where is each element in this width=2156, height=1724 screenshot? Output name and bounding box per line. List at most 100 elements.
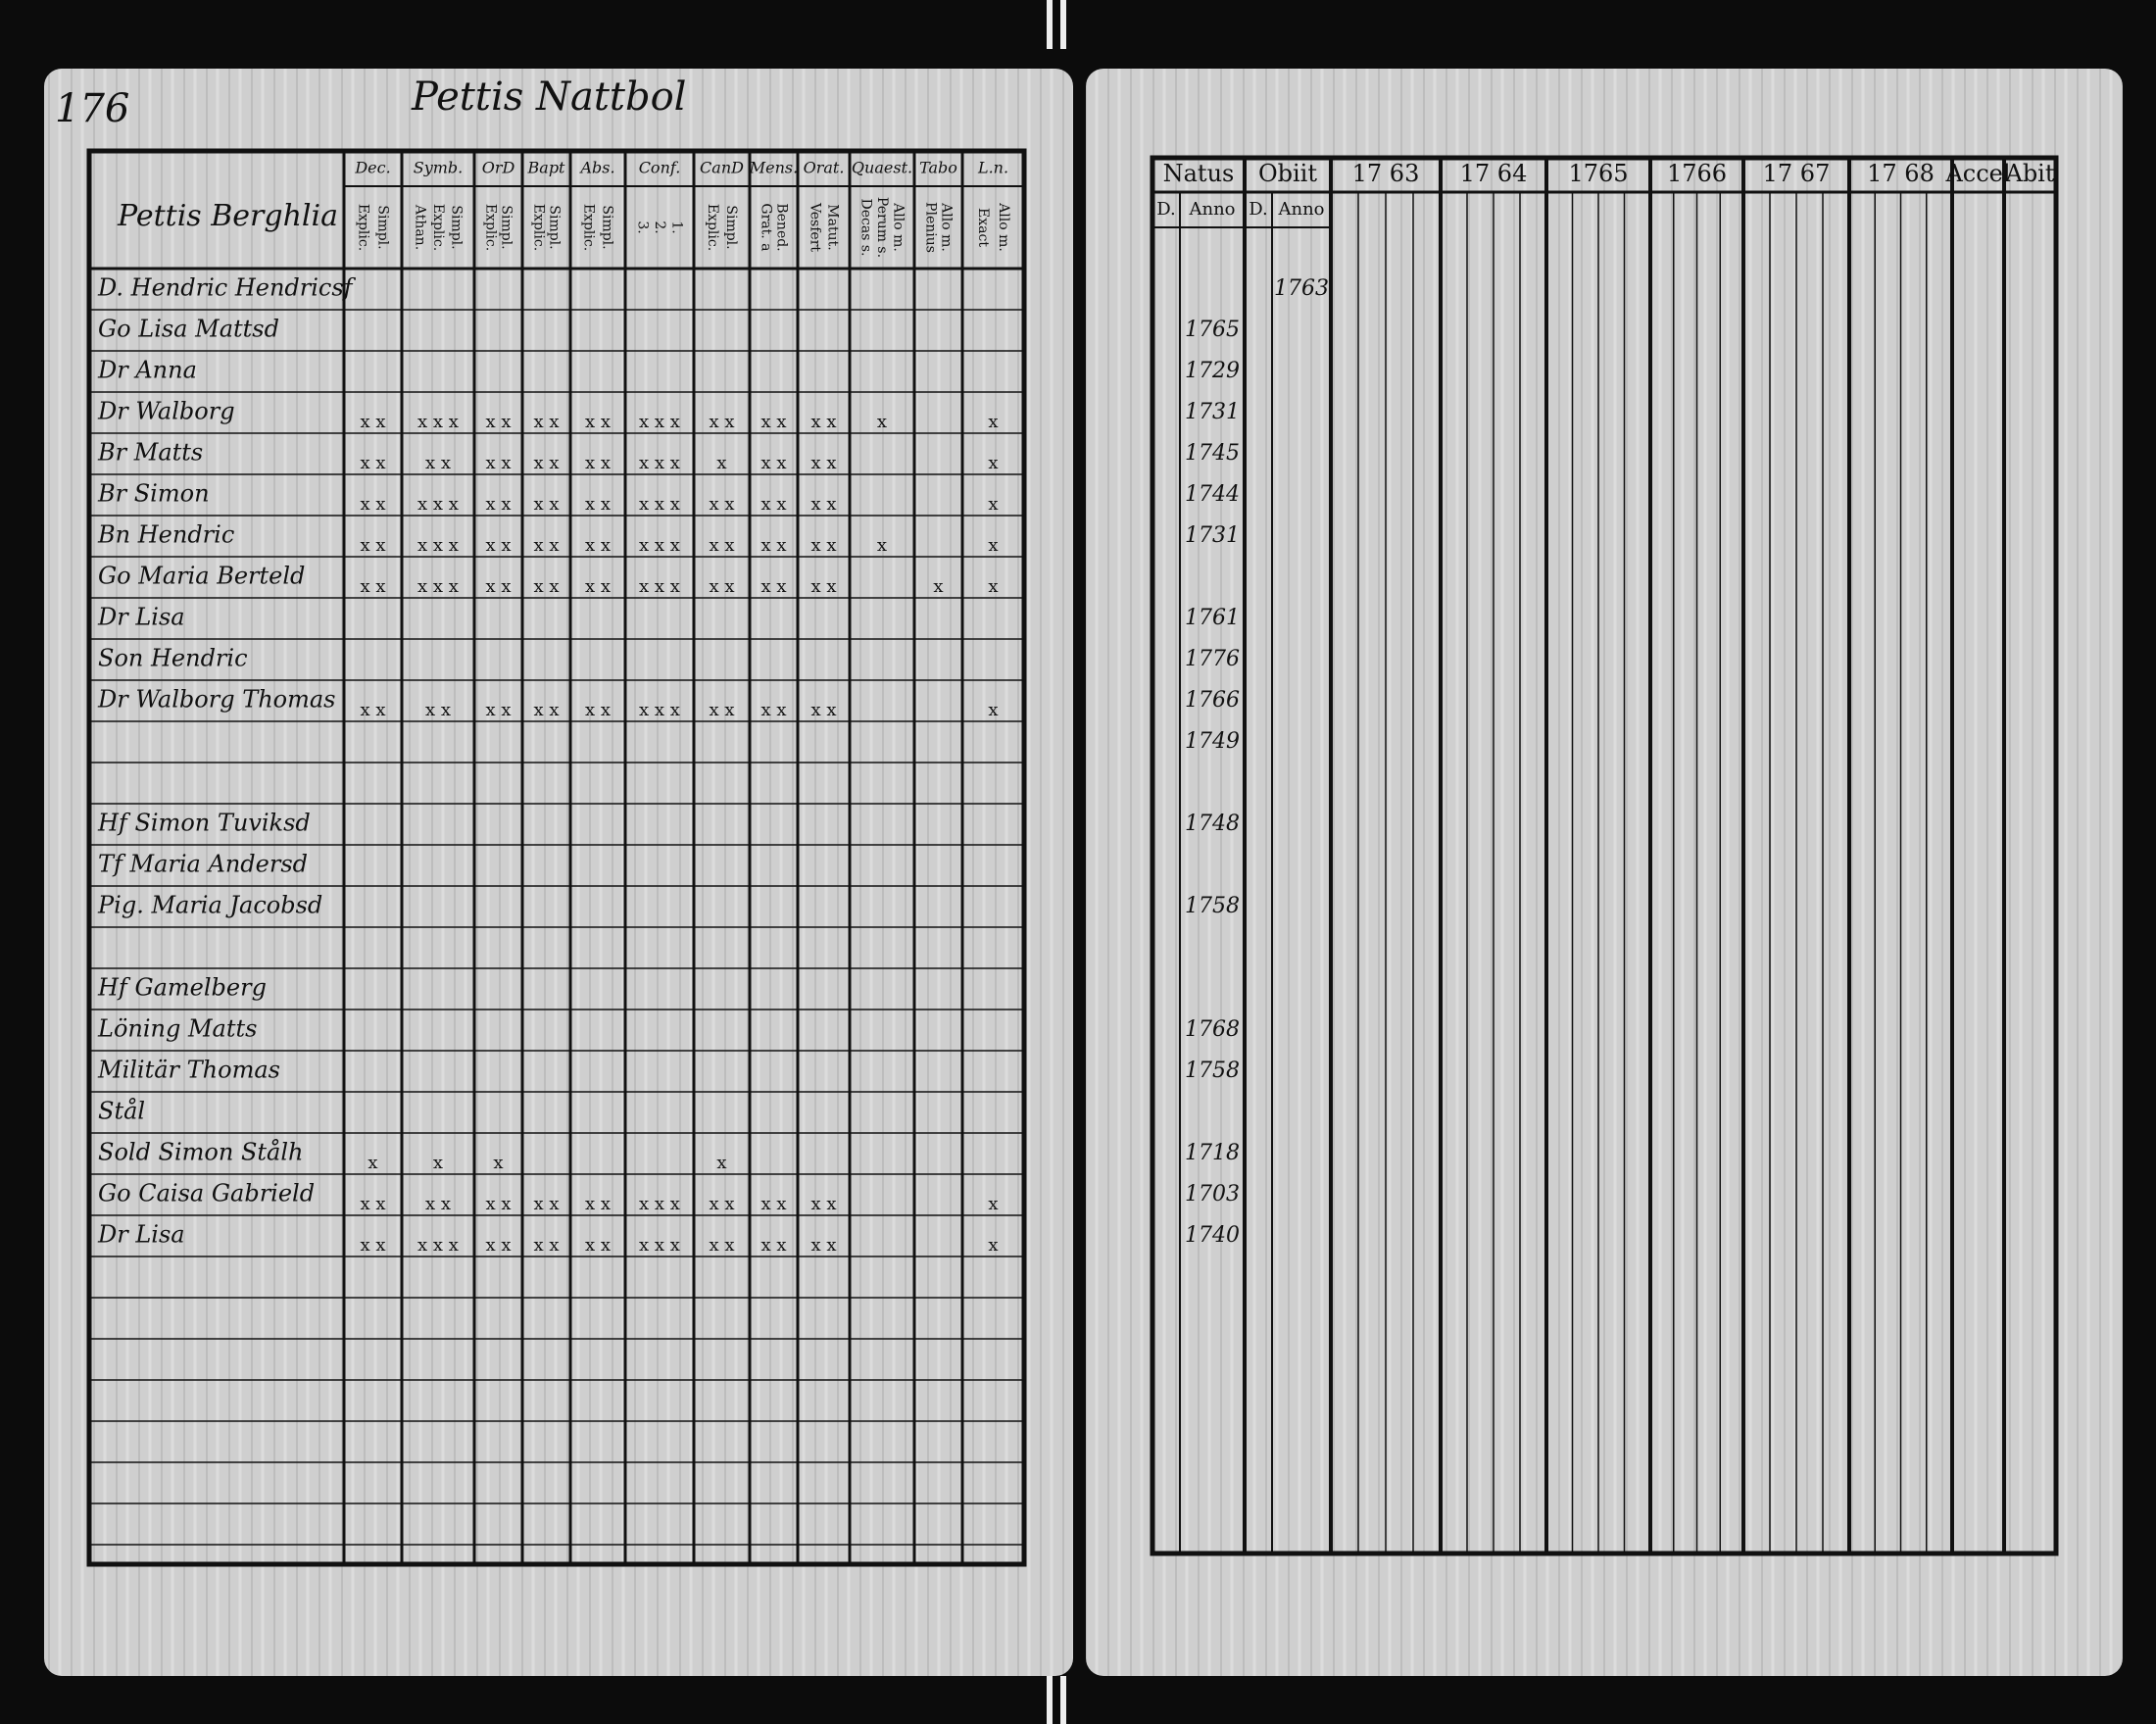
birth-year: 1748 xyxy=(1185,812,1240,836)
column-title: Conf. xyxy=(639,159,681,177)
catechism-mark: x x xyxy=(485,1194,511,1214)
catechism-mark: x x xyxy=(760,700,786,720)
column-subtitle: Simpl. xyxy=(547,205,563,249)
catechism-mark: x x x xyxy=(639,535,680,556)
column-title: L.n. xyxy=(977,159,1008,177)
column-subtitle: Simpl. xyxy=(449,205,465,249)
person-name: Sold Simon Stålh xyxy=(98,1138,304,1166)
column-subtitle: Exact xyxy=(975,208,991,247)
catechism-mark: x xyxy=(988,494,998,515)
catechism-mark: x x xyxy=(360,1235,385,1256)
catechism-mark: x x xyxy=(810,576,836,597)
catechism-mark: x x xyxy=(425,700,451,720)
birth-year: 1740 xyxy=(1185,1223,1240,1248)
column-subtitle: 3. xyxy=(635,221,651,233)
birth-year: 1731 xyxy=(1185,523,1240,548)
catechism-mark: x x x xyxy=(639,1194,680,1214)
column-subtitle: Explic. xyxy=(530,204,546,251)
column-subtitle: Matut. xyxy=(824,204,840,250)
table-frame xyxy=(1150,155,2059,1556)
catechism-mark: x x xyxy=(360,700,385,720)
birth-year: 1765 xyxy=(1185,318,1240,342)
table-frame xyxy=(86,148,1027,1567)
catechism-mark: x x xyxy=(760,412,786,432)
column-subtitle: Allo m. xyxy=(939,202,955,252)
binding xyxy=(1060,1676,1066,1724)
catechism-mark: x x xyxy=(485,700,511,720)
person-name: Dr Walborg Thomas xyxy=(97,686,335,714)
column-title: Dec. xyxy=(354,159,390,177)
birth-year: 1749 xyxy=(1185,729,1240,754)
catechism-mark: x xyxy=(988,412,998,432)
column-subtitle: Explic. xyxy=(581,204,597,251)
right-page xyxy=(1086,69,2123,1676)
catechism-mark: x xyxy=(716,453,726,473)
catechism-mark: x x xyxy=(709,1194,734,1214)
column-title: 1766 xyxy=(1667,160,1727,187)
catechism-mark: x x xyxy=(709,494,734,515)
household-name: Pettis Berghlia xyxy=(117,199,338,233)
catechism-mark: x xyxy=(933,576,943,597)
column-subtitle: Allo m. xyxy=(996,202,1011,252)
catechism-mark: x xyxy=(368,1153,377,1173)
catechism-mark: x x x xyxy=(417,494,459,515)
catechism-mark: x x xyxy=(585,1194,611,1214)
catechism-mark: x x xyxy=(485,453,511,473)
column-subtitle: 2. xyxy=(652,221,667,233)
column-subtitle: Plenius xyxy=(922,202,938,253)
catechism-mark: x x xyxy=(533,494,559,515)
column-subtitle: Allo m. xyxy=(891,202,906,252)
catechism-mark: x x xyxy=(810,494,836,515)
catechism-mark: x xyxy=(716,1153,726,1173)
person-name: Son Hendric xyxy=(98,645,248,672)
catechism-mark: x x xyxy=(810,1235,836,1256)
catechism-mark: x xyxy=(988,576,998,597)
catechism-mark: x x xyxy=(360,494,385,515)
catechism-mark: x xyxy=(988,1235,998,1256)
catechism-mark: x x xyxy=(425,1194,451,1214)
person-name: Dr Lisa xyxy=(97,604,185,631)
column-subtitle: D. xyxy=(1249,199,1268,220)
binding xyxy=(1047,0,1053,49)
column-title: Obiit xyxy=(1258,160,1317,187)
column-title: Bapt xyxy=(527,159,566,177)
page-title: Pettis Nattbol xyxy=(411,74,686,120)
person-name: Dr Walborg xyxy=(97,398,235,425)
catechism-mark: x x x xyxy=(639,700,680,720)
catechism-mark: x x xyxy=(585,1235,611,1256)
column-subtitle: Explic. xyxy=(356,204,371,251)
column-subtitle: Vesfert xyxy=(808,202,823,252)
catechism-mark: x x xyxy=(585,535,611,556)
catechism-mark: x x x xyxy=(639,494,680,515)
column-title: Accel xyxy=(1944,160,2010,187)
catechism-mark: x x xyxy=(425,453,451,473)
column-title: 1765 xyxy=(1568,160,1628,187)
column-title: OrD xyxy=(482,159,515,177)
column-title: Mens. xyxy=(749,159,798,177)
catechism-mark: x x xyxy=(533,1235,559,1256)
binding xyxy=(1060,0,1066,49)
column-subtitle: Explic. xyxy=(705,204,720,251)
birth-year: 1776 xyxy=(1185,647,1240,671)
column-subtitle: Simpl. xyxy=(374,205,390,249)
catechism-mark: x x x xyxy=(639,576,680,597)
catechism-mark: x x xyxy=(810,412,836,432)
catechism-mark: x xyxy=(988,535,998,556)
column-title: 17 63 xyxy=(1352,160,1420,187)
birth-year: 1768 xyxy=(1185,1017,1240,1042)
column-subtitle: Anno xyxy=(1277,199,1324,220)
catechism-mark: x x xyxy=(485,494,511,515)
catechism-mark: x xyxy=(877,412,887,432)
catechism-mark: x xyxy=(877,535,887,556)
birth-year: 1703 xyxy=(1185,1182,1240,1207)
birth-year: 1761 xyxy=(1185,606,1240,630)
column-subtitle: Perum s. xyxy=(874,197,890,258)
catechism-mark: x x xyxy=(810,700,836,720)
person-name: D. Hendric Hendricsf xyxy=(97,274,357,302)
person-name: Go Caisa Gabrield xyxy=(98,1180,315,1207)
catechism-mark: x x xyxy=(585,453,611,473)
column-title: 17 68 xyxy=(1867,160,1935,187)
